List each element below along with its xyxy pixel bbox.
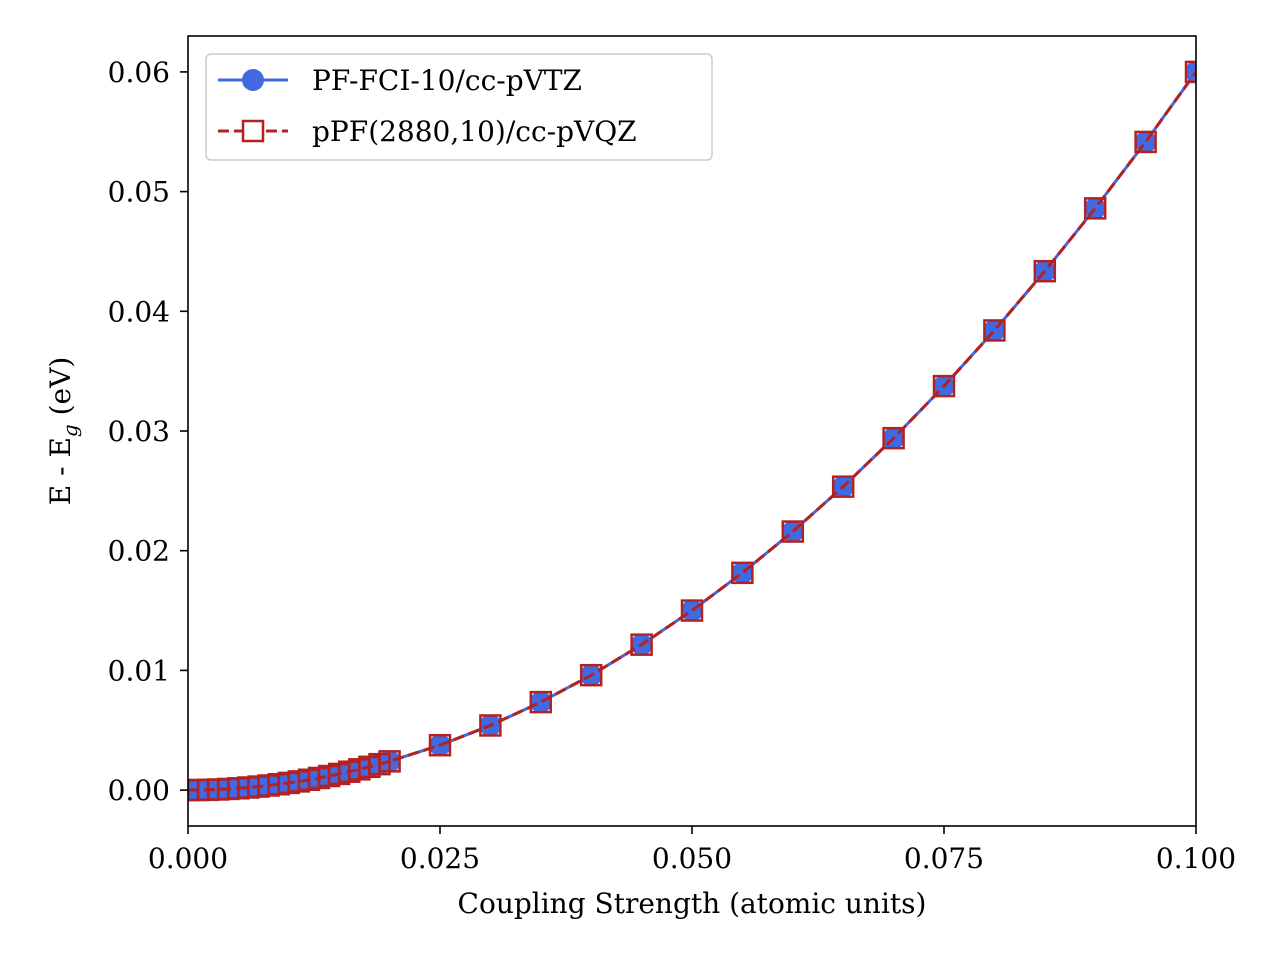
data-point-square [479,714,502,737]
data-point-square [882,426,905,450]
legend-marker-square [241,119,265,143]
x-tick-label: 0.050 [652,842,732,875]
y-axis-label-unit: (eV) [44,357,77,425]
x-tick-label: 0.075 [904,842,984,875]
y-tick-label: 0.03 [108,415,170,448]
y-tick-label: 0.02 [108,535,170,568]
x-tick-label: 0.100 [1156,842,1236,875]
data-point-circle [681,599,703,622]
data-point-square [630,633,653,656]
data-point-square [680,599,704,622]
data-point-square [529,690,553,714]
data-point-square [831,475,855,498]
legend-marker-circle [242,69,264,91]
legend-label-2: pPF(2880,10)/cc-pVQZ [312,115,637,148]
series-line-2 [188,71,1196,792]
y-tick-label: 0.01 [108,654,170,687]
x-tick-label: 0.025 [400,842,480,875]
data-point-square [1184,60,1196,84]
legend-label-1: PF-FCI-10/cc-pVTZ [312,64,582,97]
y-tick-label: 0.05 [108,176,170,209]
data-point-square [1033,259,1057,283]
y-tick-label: 0.06 [108,56,170,89]
legend-entry-1: PF-FCI-10/cc-pVTZ [218,64,582,97]
y-tick-label: 0.00 [108,774,170,807]
data-point-square [428,733,452,757]
data-point-square [932,374,956,398]
legend: PF-FCI-10/cc-pVTZ pPF(2880,10)/cc-pVQZ [205,53,713,161]
data-point-square [781,520,805,543]
data-point-square [378,750,401,773]
series-line-1 [188,71,1196,792]
data-point-circle [529,691,552,714]
x-tick-label: 0.000 [148,842,228,875]
x-axis-label: Coupling Strength (atomic units) [458,887,927,920]
legend-entry-2: pPF(2880,10)/cc-pVQZ [218,115,637,148]
data-point-square [579,663,603,687]
legend-box [205,53,713,161]
data-point-square [731,561,754,585]
y-axis: 0.00 0.01 0.02 0.03 0.04 0.05 0.06 [108,56,188,807]
data-point-square [983,319,1006,342]
series-layer [188,60,1196,802]
data-point-square [1083,197,1107,220]
x-axis: 0.000 0.025 0.050 0.075 0.100 [148,826,1236,875]
data-point-circle [1185,60,1196,83]
y-axis-label: E - Eg (eV) [44,357,82,506]
data-point-square [1134,130,1157,154]
y-tick-label: 0.04 [108,295,170,328]
y-axis-label-main: E - E [44,437,77,505]
y-axis-label-subscript: g [58,424,82,437]
